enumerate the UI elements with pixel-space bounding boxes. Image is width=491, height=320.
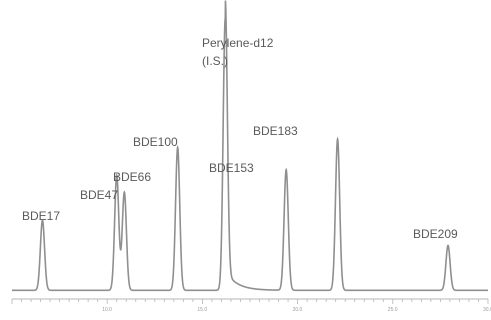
peak-point-bde209 bbox=[447, 244, 449, 247]
peak-point-bde17 bbox=[41, 219, 44, 222]
peak-point-perylene-d12 bbox=[224, 17, 227, 20]
peak-label-bde100: BDE100 bbox=[133, 135, 178, 149]
peak-point-bde100 bbox=[176, 146, 179, 149]
peak-label-bde153: BDE153 bbox=[209, 161, 254, 175]
x-tick-label: 10.0 bbox=[102, 307, 112, 313]
x-tick-label: 20.0 bbox=[293, 307, 303, 313]
peak-label-is: (I.S.) bbox=[202, 54, 228, 68]
peak-label-bde209: BDE209 bbox=[413, 227, 458, 241]
peak-label-bde66: BDE66 bbox=[113, 170, 151, 184]
peak-point-bde183 bbox=[336, 138, 339, 140]
x-tick-label: 15.0 bbox=[197, 307, 207, 313]
chromatogram-trace bbox=[12, 0, 488, 292]
peak-label-bde17: BDE17 bbox=[22, 209, 60, 223]
peak-label-perylene: Perylene-d12 bbox=[202, 36, 274, 50]
x-tick-label: 25.0 bbox=[388, 307, 398, 313]
peak-label-bde183: BDE183 bbox=[253, 124, 298, 138]
peak-point-bde66 bbox=[123, 191, 126, 193]
peak-point-bde47 bbox=[115, 174, 118, 177]
x-tick-label: 30.0 bbox=[483, 307, 491, 313]
peak-point-bde153 bbox=[285, 169, 287, 171]
peak-label-bde47: BDE47 bbox=[80, 188, 118, 202]
